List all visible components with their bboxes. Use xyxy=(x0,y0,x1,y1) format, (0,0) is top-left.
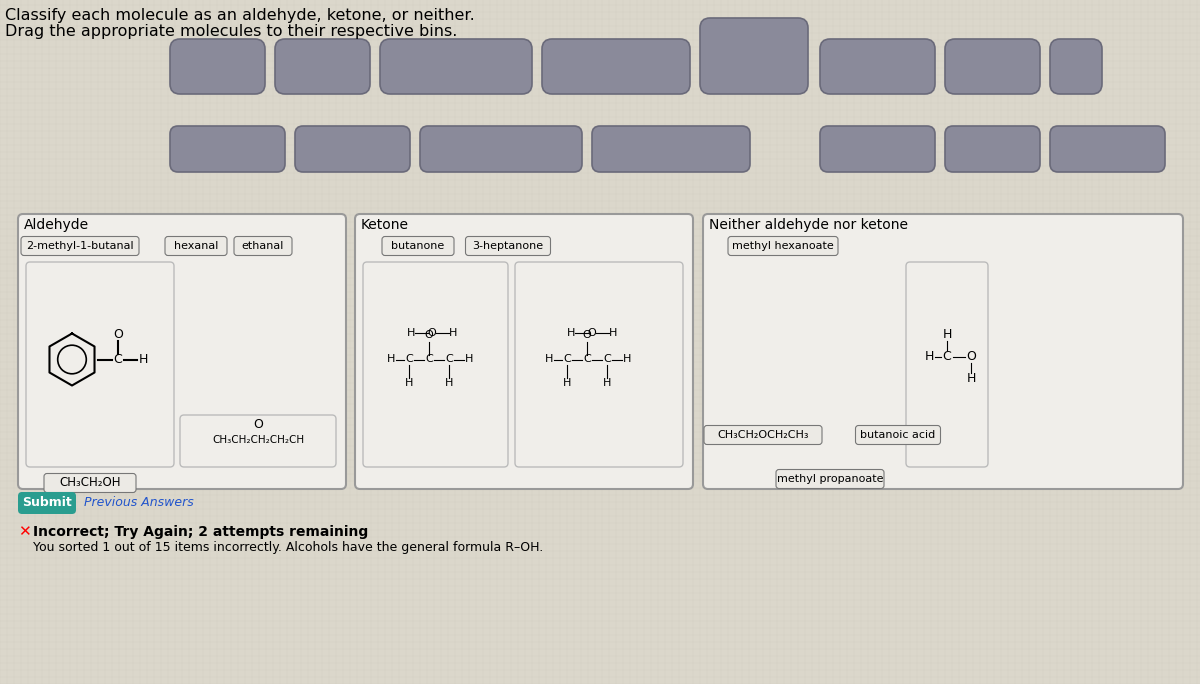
FancyBboxPatch shape xyxy=(234,237,292,256)
Text: Submit: Submit xyxy=(22,497,72,510)
FancyBboxPatch shape xyxy=(1050,126,1165,172)
Text: Aldehyde: Aldehyde xyxy=(24,218,89,232)
FancyBboxPatch shape xyxy=(364,262,508,467)
Text: H: H xyxy=(563,378,571,389)
FancyBboxPatch shape xyxy=(946,126,1040,172)
FancyBboxPatch shape xyxy=(18,492,76,514)
Text: 2-methyl-1-butanal: 2-methyl-1-butanal xyxy=(26,241,134,251)
FancyBboxPatch shape xyxy=(466,237,551,256)
Text: O: O xyxy=(588,328,596,337)
Text: O: O xyxy=(113,328,122,341)
FancyBboxPatch shape xyxy=(1050,39,1102,94)
Text: C: C xyxy=(943,350,952,363)
Text: ✕: ✕ xyxy=(18,525,31,540)
Text: H: H xyxy=(608,328,617,337)
Text: methyl propanoate: methyl propanoate xyxy=(776,474,883,484)
Text: butanone: butanone xyxy=(391,241,445,251)
Text: H: H xyxy=(924,350,934,363)
Text: H: H xyxy=(602,378,611,389)
FancyBboxPatch shape xyxy=(946,39,1040,94)
Text: H: H xyxy=(942,328,952,341)
Text: Classify each molecule as an aldehyde, ketone, or neither.: Classify each molecule as an aldehyde, k… xyxy=(5,8,475,23)
FancyBboxPatch shape xyxy=(170,39,265,94)
Text: H: H xyxy=(404,378,413,389)
Text: Neither aldehyde nor ketone: Neither aldehyde nor ketone xyxy=(709,218,908,232)
Text: O: O xyxy=(966,350,976,363)
FancyBboxPatch shape xyxy=(166,237,227,256)
Text: C: C xyxy=(445,354,452,365)
FancyBboxPatch shape xyxy=(703,214,1183,489)
Text: C: C xyxy=(604,354,611,365)
Text: H: H xyxy=(407,328,415,337)
FancyBboxPatch shape xyxy=(906,262,988,467)
Text: Ketone: Ketone xyxy=(361,218,409,232)
Text: You sorted 1 out of 15 items incorrectly. Alcohols have the general formula R–OH: You sorted 1 out of 15 items incorrectly… xyxy=(34,542,544,555)
Text: CH₃CH₂OH: CH₃CH₂OH xyxy=(59,477,121,490)
Text: methyl hexanoate: methyl hexanoate xyxy=(732,241,834,251)
FancyBboxPatch shape xyxy=(728,237,838,256)
Text: C: C xyxy=(425,354,433,365)
Text: H: H xyxy=(445,378,454,389)
Text: ethanal: ethanal xyxy=(242,241,284,251)
FancyBboxPatch shape xyxy=(180,415,336,467)
Text: O: O xyxy=(583,330,592,341)
Text: C: C xyxy=(583,354,590,365)
FancyBboxPatch shape xyxy=(776,469,884,488)
Text: H: H xyxy=(566,328,575,337)
FancyBboxPatch shape xyxy=(856,425,941,445)
Text: H: H xyxy=(464,354,473,365)
Text: Drag the appropriate molecules to their respective bins.: Drag the appropriate molecules to their … xyxy=(5,24,457,39)
FancyBboxPatch shape xyxy=(295,126,410,172)
FancyBboxPatch shape xyxy=(820,126,935,172)
FancyBboxPatch shape xyxy=(380,39,532,94)
FancyBboxPatch shape xyxy=(170,126,286,172)
FancyBboxPatch shape xyxy=(355,214,694,489)
Text: O: O xyxy=(427,328,437,337)
Text: Previous Answers: Previous Answers xyxy=(84,497,193,510)
Text: C: C xyxy=(563,354,571,365)
Text: C: C xyxy=(406,354,413,365)
Text: CH₃CH₂CH₂CH₂CH: CH₃CH₂CH₂CH₂CH xyxy=(212,435,304,445)
FancyBboxPatch shape xyxy=(420,126,582,172)
FancyBboxPatch shape xyxy=(382,237,454,256)
FancyBboxPatch shape xyxy=(700,18,808,94)
Text: CH₃CH₂OCH₂CH₃: CH₃CH₂OCH₂CH₃ xyxy=(718,430,809,440)
FancyBboxPatch shape xyxy=(26,262,174,467)
Text: H: H xyxy=(449,328,457,337)
Text: hexanal: hexanal xyxy=(174,241,218,251)
Text: H: H xyxy=(545,354,553,365)
FancyBboxPatch shape xyxy=(820,39,935,94)
FancyBboxPatch shape xyxy=(275,39,370,94)
FancyBboxPatch shape xyxy=(18,214,346,489)
FancyBboxPatch shape xyxy=(542,39,690,94)
Text: C: C xyxy=(114,353,122,366)
FancyBboxPatch shape xyxy=(592,126,750,172)
Text: H: H xyxy=(386,354,395,365)
Text: O: O xyxy=(253,419,263,432)
Text: 3-heptanone: 3-heptanone xyxy=(473,241,544,251)
Text: H: H xyxy=(966,372,976,385)
FancyBboxPatch shape xyxy=(22,237,139,256)
Text: H: H xyxy=(623,354,631,365)
Text: O: O xyxy=(425,330,433,341)
FancyBboxPatch shape xyxy=(515,262,683,467)
Text: H: H xyxy=(138,353,148,366)
Text: butanoic acid: butanoic acid xyxy=(860,430,936,440)
FancyBboxPatch shape xyxy=(44,473,136,492)
FancyBboxPatch shape xyxy=(704,425,822,445)
Text: Incorrect; Try Again; 2 attempts remaining: Incorrect; Try Again; 2 attempts remaini… xyxy=(34,525,368,539)
